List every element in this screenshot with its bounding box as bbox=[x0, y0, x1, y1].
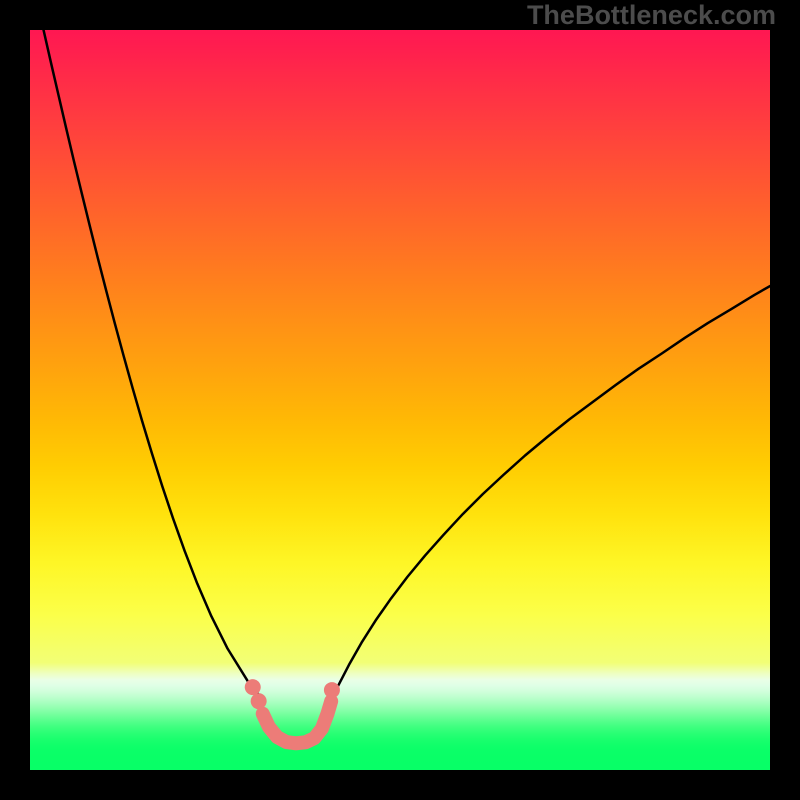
marker-dot bbox=[324, 682, 340, 698]
marker-dot bbox=[251, 693, 267, 709]
bottleneck-curve-chart bbox=[0, 0, 800, 800]
watermark-text: TheBottleneck.com bbox=[527, 0, 776, 31]
chart-root: TheBottleneck.com bbox=[0, 0, 800, 800]
marker-dot bbox=[245, 679, 261, 695]
plot-background-gradient bbox=[30, 30, 770, 770]
